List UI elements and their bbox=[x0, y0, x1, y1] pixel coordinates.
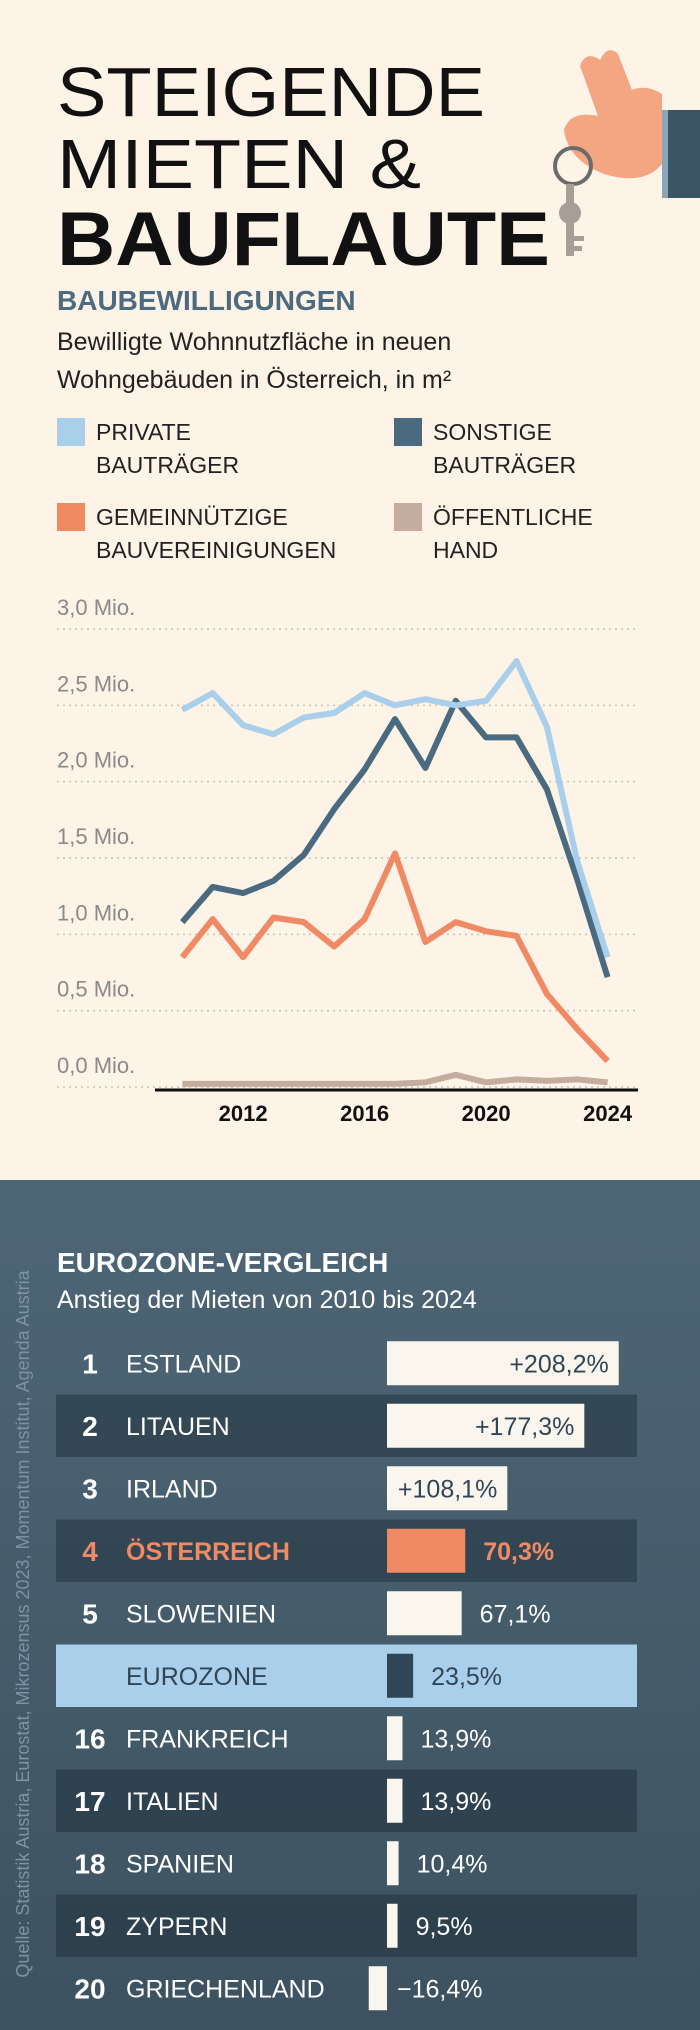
row-background bbox=[56, 1769, 637, 1832]
title-line: STEIGENDE bbox=[57, 53, 485, 131]
x-tick-label: 2020 bbox=[462, 1101, 511, 1126]
bar bbox=[387, 1528, 466, 1573]
bar bbox=[387, 1653, 414, 1698]
legend-label: SONSTIGE BAUTRÄGER bbox=[433, 419, 576, 478]
category-label: LITAUEN bbox=[126, 1413, 230, 1441]
bar bbox=[387, 1466, 508, 1511]
chart-subtitle: Wohngebäuden in Österreich, in m² bbox=[57, 366, 451, 394]
category-label: EUROZONE bbox=[126, 1663, 268, 1691]
top-background bbox=[0, 0, 700, 1180]
x-tick-label: 2024 bbox=[583, 1101, 633, 1126]
value-label: 13,9% bbox=[420, 1788, 491, 1816]
line-series bbox=[182, 1071, 608, 1087]
row-background bbox=[56, 1894, 637, 1957]
title-line: MIETEN & bbox=[57, 125, 421, 203]
category-label: IRLAND bbox=[126, 1475, 218, 1503]
chart-title: BAUBEWILLIGUNGEN bbox=[57, 285, 356, 316]
rank: 16 bbox=[74, 1723, 105, 1754]
title-line: BAUFLAUTE bbox=[57, 197, 550, 282]
bottom-background bbox=[0, 1180, 700, 2030]
category-label: ITALIEN bbox=[126, 1788, 219, 1816]
value-label: 9,5% bbox=[416, 1913, 473, 1941]
legend-label: GEMEINNÜTZIGE BAUVEREINIGUNGEN bbox=[96, 504, 336, 563]
rank: 4 bbox=[82, 1536, 98, 1567]
y-tick-label: 3,0 Mio. bbox=[57, 595, 135, 620]
bar bbox=[387, 1403, 585, 1448]
category-label: SLOWENIEN bbox=[126, 1600, 276, 1628]
value-label: 67,1% bbox=[480, 1600, 551, 1628]
category-label: FRANKREICH bbox=[126, 1725, 289, 1753]
legend-label: PRIVATE BAUTRÄGER bbox=[96, 419, 239, 478]
category-label: ESTLAND bbox=[126, 1350, 241, 1378]
category-label: SPANIEN bbox=[126, 1850, 234, 1878]
y-tick-label: 1,0 Mio. bbox=[57, 900, 135, 925]
category-label: ÖSTERREICH bbox=[126, 1537, 290, 1566]
line-series bbox=[180, 697, 611, 978]
rank: 5 bbox=[82, 1598, 98, 1629]
y-tick-label: 0,5 Mio. bbox=[57, 977, 135, 1002]
bar bbox=[387, 1778, 403, 1823]
row-background bbox=[56, 1519, 637, 1582]
legend-swatch bbox=[57, 503, 85, 531]
legend-swatch bbox=[394, 503, 422, 531]
rank: 1 bbox=[82, 1348, 98, 1379]
y-tick-label: 2,0 Mio. bbox=[57, 748, 135, 773]
rank: 3 bbox=[82, 1473, 98, 1504]
bar bbox=[368, 1966, 387, 2011]
line-series bbox=[179, 850, 610, 1064]
bar bbox=[387, 1591, 462, 1636]
category-label: GRIECHENLAND bbox=[126, 1975, 325, 2003]
legend-swatch bbox=[394, 418, 422, 446]
x-tick-label: 2016 bbox=[340, 1101, 389, 1126]
rank: 17 bbox=[74, 1786, 105, 1817]
y-tick-label: 2,5 Mio. bbox=[57, 671, 135, 696]
legend-label: ÖFFENTLICHE HAND bbox=[433, 504, 593, 563]
y-tick-label: 0,0 Mio. bbox=[57, 1053, 135, 1078]
row-background bbox=[56, 1644, 637, 1707]
value-label: +208,2% bbox=[509, 1350, 608, 1378]
bar bbox=[387, 1716, 403, 1761]
bar bbox=[387, 1341, 619, 1386]
rank: 2 bbox=[82, 1411, 98, 1442]
value-label: +108,1% bbox=[398, 1475, 497, 1503]
value-label: 10,4% bbox=[417, 1850, 488, 1878]
source-note: Quelle: Statistik Austria, Eurostat, Mik… bbox=[13, 1269, 33, 1977]
line-series bbox=[180, 658, 611, 959]
value-label: 70,3% bbox=[483, 1538, 554, 1566]
rank: 18 bbox=[74, 1848, 105, 1879]
bar bbox=[387, 1903, 398, 1948]
value-label: 13,9% bbox=[420, 1725, 491, 1753]
value-label: −16,4% bbox=[397, 1975, 483, 2003]
category-label: ZYPERN bbox=[126, 1913, 227, 1941]
hand-key-icon bbox=[553, 50, 700, 256]
rank: 19 bbox=[74, 1911, 105, 1942]
rank: 20 bbox=[74, 1973, 105, 2004]
chart-title: EUROZONE-VERGLEICH bbox=[57, 1247, 388, 1278]
legend-swatch bbox=[57, 418, 85, 446]
x-tick-label: 2012 bbox=[219, 1101, 268, 1126]
y-tick-label: 1,5 Mio. bbox=[57, 824, 135, 849]
chart-subtitle: Bewilligte Wohnnutzfläche in neuen bbox=[57, 328, 451, 356]
chart-subtitle: Anstieg der Mieten von 2010 bis 2024 bbox=[57, 1286, 477, 1314]
value-label: 23,5% bbox=[431, 1663, 502, 1691]
bar bbox=[387, 1841, 399, 1886]
value-label: +177,3% bbox=[475, 1413, 574, 1441]
